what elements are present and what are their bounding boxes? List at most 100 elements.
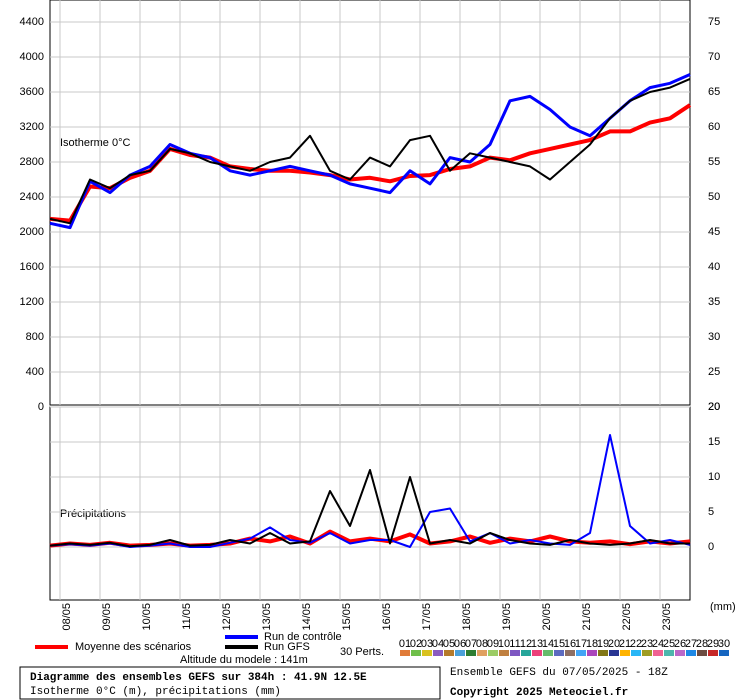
bottom-panel <box>49 406 691 601</box>
x-tick-label: 19/05 <box>501 603 513 631</box>
perturbation-label: 25 <box>663 638 675 650</box>
x-tick-label: 15/05 <box>341 603 353 631</box>
perturbation-label: 03 <box>421 638 433 650</box>
x-tick-label: 08/05 <box>61 603 73 631</box>
y2-tick-label: 35 <box>708 296 720 308</box>
x-tick-label: 16/05 <box>381 603 393 631</box>
footer-copyright: Copyright 2025 Meteociel.fr <box>450 687 628 699</box>
legend-title: 30 Perts. <box>340 646 384 658</box>
y2-tick-label: 65 <box>708 86 720 98</box>
perturbation-label: 06 <box>454 638 466 650</box>
perturbation-swatch <box>708 650 718 656</box>
perturbation-swatch <box>422 650 432 656</box>
perturbation-swatch <box>532 650 542 656</box>
panel-title: Précipitations <box>60 508 127 520</box>
perturbation-swatch <box>697 650 707 656</box>
perturbation-swatch <box>642 650 652 656</box>
series-line <box>49 434 691 548</box>
y-tick-label: 2400 <box>20 191 44 203</box>
perturbation-label: 01 <box>399 638 411 650</box>
perturbation-label: 29 <box>707 638 719 650</box>
y-tick-label: 2000 <box>20 226 44 238</box>
perturbation-swatch <box>499 650 509 656</box>
x-tick-label: 18/05 <box>461 603 473 631</box>
top-panel <box>49 0 691 406</box>
perturbation-swatch <box>554 650 564 656</box>
y2-tick-label: 20 <box>708 401 720 413</box>
x-tick-label: 11/05 <box>181 603 193 630</box>
footer-main: Diagramme des ensembles GEFS sur 384h : … <box>30 672 367 684</box>
altitude: Altitude du modele : 141m <box>180 654 308 666</box>
y-tick-label: 4000 <box>20 51 44 63</box>
perturbation-label: 02 <box>410 638 422 650</box>
perturbation-label: 12 <box>520 638 532 650</box>
perturbation-swatch <box>664 650 674 656</box>
y2-tick-label: 55 <box>708 156 720 168</box>
x-tick-label: 23/05 <box>661 603 673 631</box>
y2-tick-label: 25 <box>708 366 720 378</box>
legend-label: Run GFS <box>264 641 310 653</box>
y-tick-label: 800 <box>26 331 44 343</box>
perturbation-swatch <box>444 650 454 656</box>
perturbation-swatch <box>477 650 487 656</box>
y-tick-label: 3600 <box>20 86 44 98</box>
perturbation-swatch <box>466 650 476 656</box>
perturbation-swatch <box>675 650 685 656</box>
y-tick-label: 3200 <box>20 121 44 133</box>
perturbation-swatch <box>598 650 608 656</box>
perturbation-label: 07 <box>465 638 477 650</box>
perturbation-swatch <box>433 650 443 656</box>
perturbation-swatch <box>488 650 498 656</box>
legend-label: Moyenne des scénarios <box>75 641 192 653</box>
y-tick-label: 20 <box>708 401 720 413</box>
series-line <box>49 77 691 225</box>
y-tick-label: 2800 <box>20 156 44 168</box>
perturbation-swatch <box>631 650 641 656</box>
perturbation-label: 22 <box>630 638 642 650</box>
x-tick-label: 21/05 <box>581 603 593 631</box>
perturbation-label: 15 <box>553 638 565 650</box>
perturbation-swatch <box>719 650 729 656</box>
perturbation-swatch <box>576 650 586 656</box>
perturbation-label: 16 <box>564 638 576 650</box>
y-tick-label: 1600 <box>20 261 44 273</box>
perturbation-label: 11 <box>509 638 520 650</box>
perturbation-swatch <box>543 650 553 656</box>
perturbation-swatch <box>510 650 520 656</box>
perturbation-swatch <box>565 650 575 656</box>
perturbation-label: 30 <box>718 638 730 650</box>
y-tick-label: 4400 <box>20 16 44 28</box>
perturbation-label: 09 <box>487 638 499 650</box>
series-line <box>49 73 691 230</box>
x-tick-label: 14/05 <box>301 603 313 631</box>
perturbation-swatch <box>455 650 465 656</box>
y-tick-label: 1200 <box>20 296 44 308</box>
perturbation-swatch <box>686 650 696 656</box>
y-tick-label: 5 <box>708 506 714 518</box>
panel-title: Isotherme 0°C <box>60 137 130 149</box>
perturbation-label: 08 <box>476 638 488 650</box>
perturbation-label: 14 <box>542 638 554 650</box>
legend-label: Run de contrôle <box>264 631 342 643</box>
y2-tick-label: 60 <box>708 121 720 133</box>
perturbation-label: 26 <box>674 638 686 650</box>
perturbation-swatch <box>620 650 630 656</box>
perturbation-label: 10 <box>498 638 510 650</box>
x-tick-label: 20/05 <box>541 603 553 631</box>
footer-run: Ensemble GEFS du 07/05/2025 - 18Z <box>450 667 668 679</box>
x-tick-label: 12/05 <box>221 603 233 631</box>
y-tick-label: 400 <box>26 366 44 378</box>
footer-box <box>19 666 441 700</box>
perturbation-label: 28 <box>696 638 708 650</box>
y2-tick-label: 45 <box>708 226 720 238</box>
perturbation-label: 21 <box>619 638 631 650</box>
y2-tick-label: 50 <box>708 191 720 203</box>
x-tick-label: 13/05 <box>261 603 273 631</box>
perturbation-label: 23 <box>641 638 653 650</box>
perturbation-label: 13 <box>531 638 543 650</box>
x-tick-label: 10/05 <box>141 603 153 631</box>
perturbation-label: 17 <box>575 638 587 650</box>
perturbation-swatch <box>411 650 421 656</box>
x-tick-label: 09/05 <box>101 603 113 631</box>
